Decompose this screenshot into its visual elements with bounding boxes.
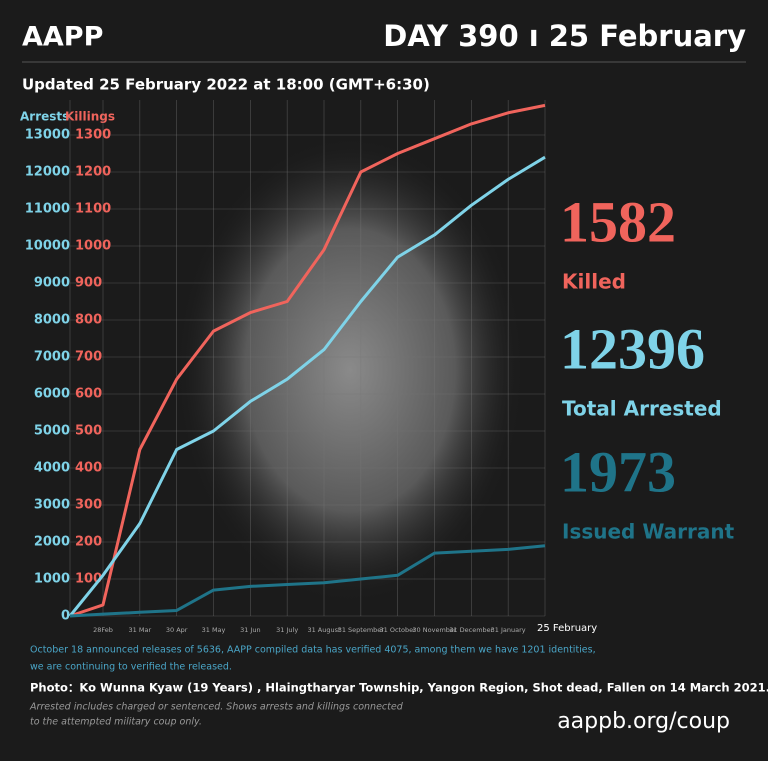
y-tick-label: 3000: [34, 498, 70, 513]
x-tick-label: 31 Jun: [240, 626, 261, 634]
disclaimer: Arrested includes charged or sentenced. …: [29, 702, 404, 713]
y2-tick-label: 600: [75, 387, 102, 402]
x-tick-label: 31 January: [491, 626, 526, 634]
stat-value: 1582: [560, 189, 676, 254]
x-tick-label: 28Feb: [93, 626, 113, 634]
x-tick-label: 25 February: [537, 623, 597, 634]
y-tick-label: 5000: [34, 424, 70, 439]
x-tick-label: 31 May: [202, 626, 226, 634]
y-tick-label: 10000: [25, 239, 70, 254]
y2-tick-label: 700: [75, 350, 102, 365]
y2-tick-label: 1100: [75, 202, 111, 217]
y-tick-label: 0: [61, 609, 70, 624]
stat-label: Killed: [562, 270, 626, 294]
y2-tick-label: 1200: [75, 165, 111, 180]
y-tick-label: 1000: [34, 572, 70, 587]
url: aappb.org/coup: [557, 709, 730, 734]
y-tick-label: 2000: [34, 535, 70, 550]
series-line: [69, 544, 546, 618]
stat-value: 12396: [560, 316, 705, 381]
y-tick-label: 9000: [34, 276, 70, 291]
x-tick-label: 30 November: [412, 626, 456, 634]
x-tick-label: 31 October: [379, 626, 416, 634]
disclaimer: to the attempted military coup only.: [30, 717, 202, 728]
y-axis-title: Arrests: [20, 110, 69, 124]
y-tick-label: 6000: [34, 387, 70, 402]
y-tick-label: 7000: [34, 350, 70, 365]
stats: 1582 Killed 12396 Total Arrested 1973 Issued …: [560, 189, 735, 543]
y-tick-label: 4000: [34, 461, 70, 476]
photo-backdrop: [175, 135, 525, 605]
y2-tick-label: 400: [75, 461, 102, 476]
series-line: [68, 155, 546, 617]
day-title: DAY 390 ı 25 February: [383, 19, 746, 53]
y2-axis-title: Killings: [65, 110, 115, 124]
y2-tick-label: 1300: [75, 128, 111, 143]
stat-label: Total Arrested: [562, 397, 722, 421]
stat-value: 1973: [560, 439, 676, 504]
x-tick-label: 31 Mar: [129, 626, 152, 634]
x-tick-label: 30 Apr: [166, 626, 188, 634]
stat-label: Issued Warrant: [562, 520, 735, 544]
y2-tick-label: 800: [75, 313, 102, 328]
y-tick-label: 11000: [25, 202, 70, 217]
x-tick-label: 31 December: [449, 626, 493, 634]
x-tick-label: 31 July: [276, 626, 298, 634]
x-tick-label: 31 August: [307, 626, 341, 634]
updated: Updated 25 February 2022 at 18:00 (GMT+6…: [22, 76, 430, 94]
y2-tick-label: 500: [75, 424, 102, 439]
series-line: [69, 103, 546, 618]
y2-tick-label: 300: [75, 498, 102, 513]
y2-tick-label: 900: [75, 276, 102, 291]
y2-tick-label: 1000: [75, 239, 111, 254]
brand: AAPP: [22, 22, 103, 53]
note: October 18 announced releases of 5636, A…: [30, 645, 596, 656]
x-tick-label: 31 September: [338, 626, 385, 634]
note: we are continuing to verified the releas…: [30, 662, 232, 673]
y-tick-label: 13000: [25, 128, 70, 143]
y2-tick-label: 200: [75, 535, 102, 550]
y-tick-label: 8000: [34, 313, 70, 328]
chart: 28Feb 31 Mar 30 Apr 31 May 31 Jun 31 July 31 A…: [25, 100, 597, 634]
y-tick-label: 12000: [25, 165, 70, 180]
photo-caption: Photo：Ko Wunna Kyaw (19 Years) , Hlaingt…: [30, 681, 768, 695]
